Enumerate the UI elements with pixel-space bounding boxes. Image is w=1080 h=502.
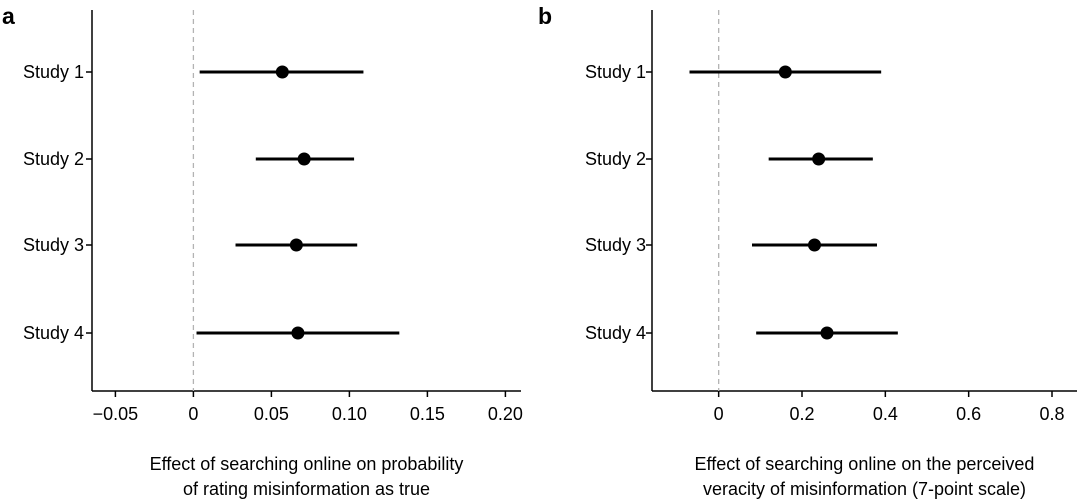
point-estimate — [297, 152, 311, 166]
study-label: Study 1 — [23, 62, 84, 82]
x-axis-title: Effect of searching online on probabilit… — [150, 454, 464, 474]
study-label: Study 3 — [23, 235, 84, 255]
point-estimate — [820, 326, 834, 340]
point-estimate — [291, 326, 305, 340]
x-tick-label: 0.2 — [789, 404, 814, 424]
study-label: Study 2 — [23, 149, 84, 169]
study-label: Study 4 — [23, 323, 84, 343]
point-estimate — [812, 152, 826, 166]
panel-letter: b — [538, 3, 552, 29]
study-label: Study 1 — [585, 62, 646, 82]
study-label: Study 3 — [585, 235, 646, 255]
panel-a: a −0.05 0 0.05 0.10 0.15 0.20 Study 1 Study 2 Stu… — [2, 3, 523, 499]
x-tick-label: 0.10 — [332, 404, 367, 424]
x-tick-label: −0.05 — [93, 404, 139, 424]
x-tick-label: 0.4 — [873, 404, 898, 424]
panel-letter: a — [2, 3, 15, 29]
point-estimate — [289, 238, 303, 252]
x-tick-label: 0.8 — [1039, 404, 1064, 424]
point-estimate — [778, 65, 792, 79]
panel-b: b 0 0.2 0.4 0.6 0.8 Study 1 Study 2 Study 3 Study… — [538, 3, 1077, 499]
x-axis-title: of rating misinformation as true — [183, 479, 430, 499]
x-tick-label: 0.05 — [254, 404, 289, 424]
point-estimate — [275, 65, 289, 79]
x-tick-label: 0.6 — [956, 404, 981, 424]
study-label: Study 4 — [585, 323, 646, 343]
x-axis-title: veracity of misinformation (7-point scal… — [703, 479, 1026, 499]
x-tick-label: 0 — [188, 404, 198, 424]
x-tick-label: 0 — [714, 404, 724, 424]
point-estimate — [808, 238, 821, 252]
x-tick-label: 0.15 — [410, 404, 445, 424]
x-axis-title: Effect of searching online on the percei… — [695, 454, 1035, 474]
x-tick-label: 0.20 — [488, 404, 523, 424]
study-label: Study 2 — [585, 149, 646, 169]
